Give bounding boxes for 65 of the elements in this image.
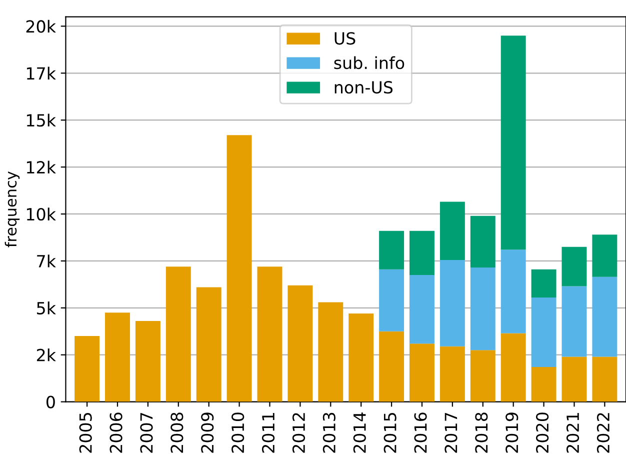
y-tick-label: 0 xyxy=(46,396,55,408)
bar xyxy=(410,344,434,402)
bar xyxy=(226,135,252,402)
y-tick-label: 17k xyxy=(26,66,56,80)
bar xyxy=(592,356,618,402)
y-tick-label: 2k xyxy=(36,348,56,362)
x-tick-label: 2013 xyxy=(322,412,336,453)
bar xyxy=(105,312,130,402)
y-tick-label: 7k xyxy=(37,254,56,268)
bar xyxy=(440,260,465,346)
bar xyxy=(470,268,496,350)
legend-label: sub. info xyxy=(334,56,404,70)
x-tick-label: 2016 xyxy=(414,412,427,453)
x-tick-label: 2012 xyxy=(292,413,306,453)
bar xyxy=(531,298,556,368)
bar xyxy=(500,250,526,334)
bar xyxy=(379,230,404,270)
x-tick-label: 2015 xyxy=(384,412,396,453)
bar xyxy=(348,314,374,402)
x-tick-label: 2010 xyxy=(232,412,244,453)
bar xyxy=(470,216,496,268)
bar xyxy=(196,287,222,402)
y-tick-label: 12k xyxy=(26,160,56,174)
x-tick-label: 2022 xyxy=(596,413,610,453)
x-tick-label: 2009 xyxy=(201,412,214,453)
x-tick-label: 2011 xyxy=(262,413,275,453)
x-tick-label: 2021 xyxy=(566,413,580,453)
bar xyxy=(288,285,313,402)
bar xyxy=(318,302,344,402)
y-axis-title: frequency xyxy=(4,171,20,248)
x-tick-label: 2006 xyxy=(110,412,122,453)
bar xyxy=(440,202,465,260)
x-tick-label: 2005 xyxy=(79,412,92,453)
bar xyxy=(379,269,404,332)
legend-label: non-US xyxy=(334,81,393,94)
y-tick-label: 5k xyxy=(37,302,56,314)
x-tick-label: 2017 xyxy=(444,412,458,453)
bar xyxy=(592,234,618,277)
bar xyxy=(257,266,282,402)
bar xyxy=(166,266,191,402)
y-tick-label: 15k xyxy=(26,114,56,127)
bar xyxy=(500,36,526,250)
bar xyxy=(500,333,526,402)
y-tick-label: 20k xyxy=(26,20,56,33)
bar xyxy=(410,275,434,344)
bar xyxy=(592,276,618,357)
bar xyxy=(440,346,465,402)
bar xyxy=(531,269,556,298)
x-tick-label: 2008 xyxy=(170,412,184,453)
bar xyxy=(379,331,404,402)
x-tick-label: 2007 xyxy=(140,412,153,453)
bar xyxy=(135,321,160,402)
bar xyxy=(562,356,587,402)
x-tick-label: 2019 xyxy=(506,412,518,453)
bar xyxy=(410,230,434,276)
bar xyxy=(470,350,496,402)
bar xyxy=(74,336,100,402)
bar xyxy=(562,246,587,286)
bar xyxy=(531,367,556,402)
x-tick-label: 2018 xyxy=(475,412,488,453)
y-tick-label: 10k xyxy=(26,208,56,221)
legend-label: US xyxy=(334,32,356,45)
bar xyxy=(562,286,587,357)
x-tick-label: 2014 xyxy=(353,412,366,453)
x-tick-label: 2020 xyxy=(536,412,549,453)
